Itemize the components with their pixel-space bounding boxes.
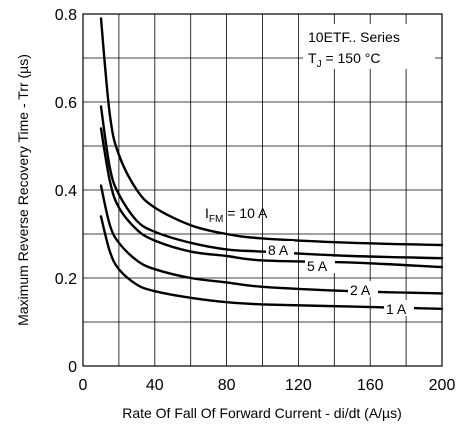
series-annotation: 10ETF.. Series xyxy=(308,29,400,45)
series-label-10a: IFM = 10 A xyxy=(205,205,268,225)
y-tick-label: 0.2 xyxy=(55,271,77,288)
y-tick-label: 0.6 xyxy=(55,95,77,112)
series-label-8a: 8 A xyxy=(268,242,289,258)
series-label-8a-bg xyxy=(266,241,294,257)
y-tick-label: 0.4 xyxy=(55,183,77,200)
series-label-2a-bg xyxy=(348,281,378,297)
temperature-annotation: TJ = 150 °C xyxy=(308,50,380,70)
curve-8a xyxy=(99,105,444,260)
x-tick-label: 120 xyxy=(285,377,312,394)
x-tick-label: 0 xyxy=(79,377,88,394)
curve-10a xyxy=(99,17,444,247)
curve-1a xyxy=(99,215,444,310)
tick-labels: 0 40 80 120 160 200 0 0.2 0.4 0.6 0.8 xyxy=(55,7,456,394)
series-label-5a: 5 A xyxy=(307,258,328,274)
x-axis-title: Rate Of Fall Of Forward Current - di/dt … xyxy=(122,405,402,421)
curve-2a xyxy=(99,184,444,295)
y-axis-title: Maximum Reverse Recovery Time - Trr (µs) xyxy=(15,54,31,326)
x-tick-label: 40 xyxy=(146,377,164,394)
annotation-background xyxy=(303,24,435,69)
x-tick-label: 80 xyxy=(218,377,236,394)
series-label-5a-bg xyxy=(305,257,335,273)
x-tick-label: 160 xyxy=(357,377,384,394)
series-label-2a: 2 A xyxy=(350,282,371,298)
plot-frame xyxy=(82,13,443,367)
y-tick-label: 0 xyxy=(68,359,77,376)
x-tick-label: 200 xyxy=(429,377,456,394)
series-label-1a: 1 A xyxy=(386,301,407,317)
y-tick-label: 0.8 xyxy=(55,7,77,24)
series-label-1a-bg xyxy=(384,300,414,316)
